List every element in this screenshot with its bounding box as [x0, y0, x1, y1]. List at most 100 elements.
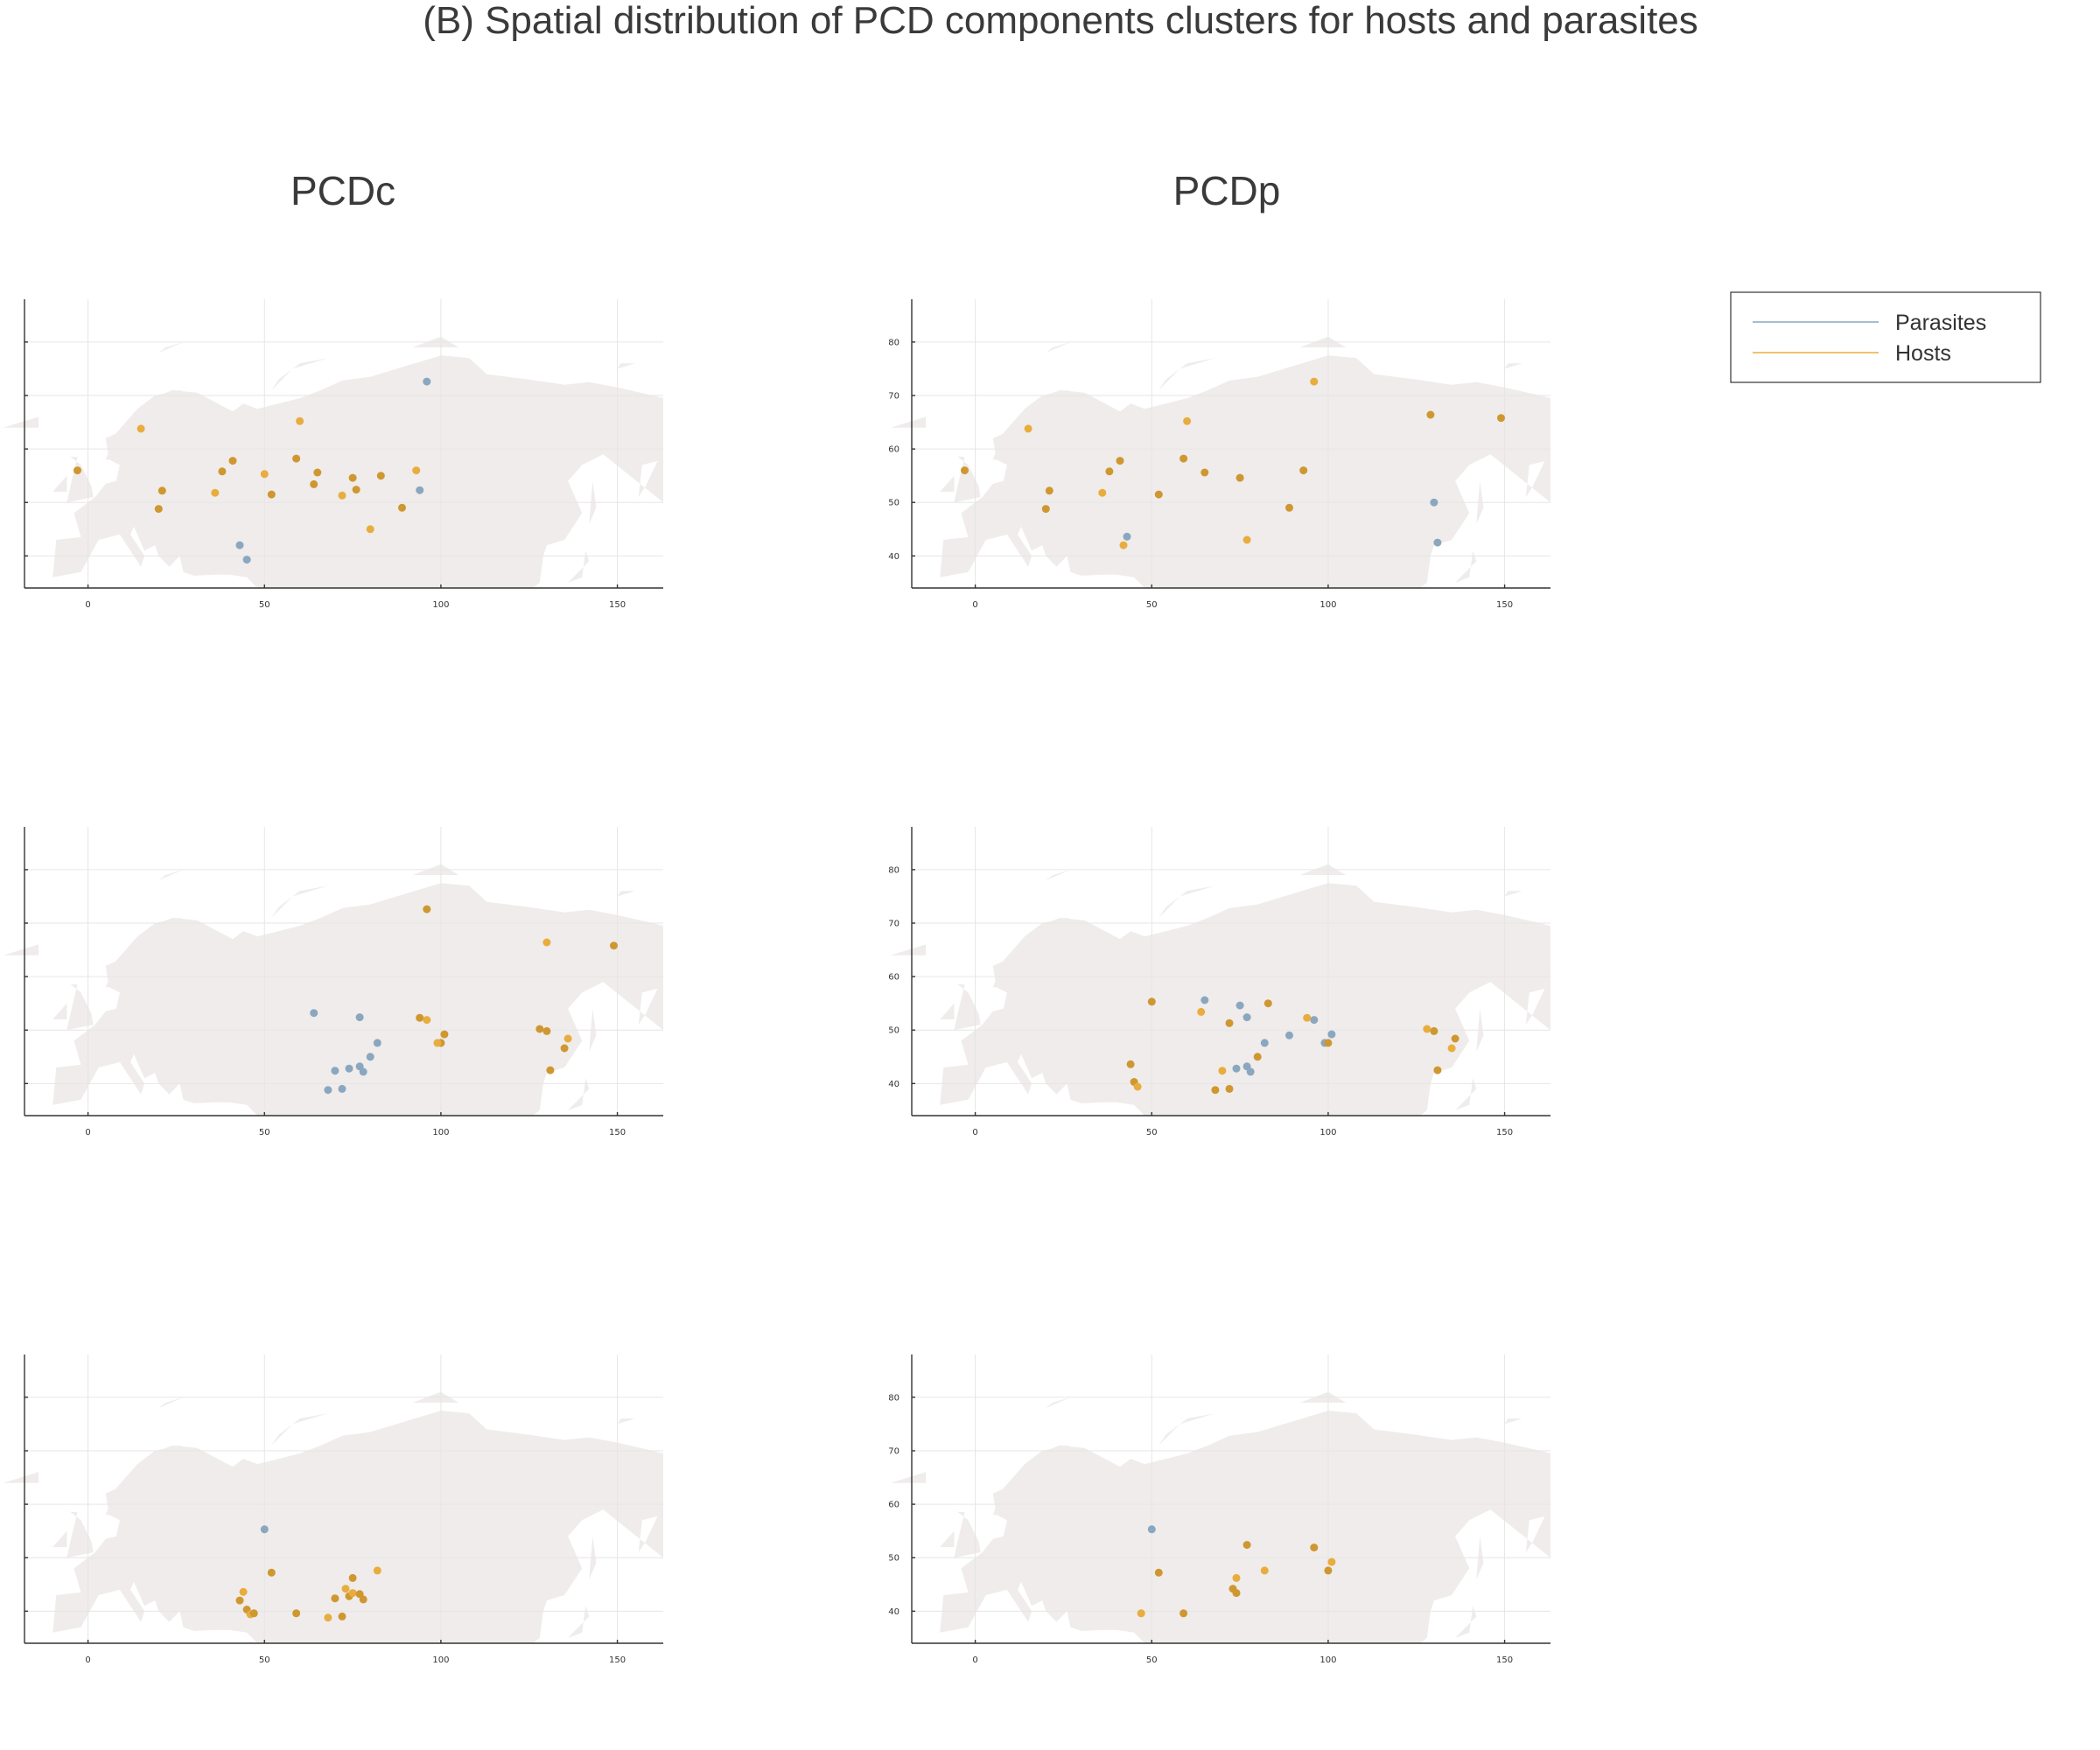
x-tick-label: 0 — [972, 1656, 977, 1665]
parasite-point — [324, 1086, 332, 1095]
land-shape — [554, 1078, 590, 1116]
host-point — [440, 1030, 449, 1039]
land-shape — [954, 456, 981, 503]
host-point — [292, 454, 301, 463]
map-land-pcdc-row1 — [3, 336, 664, 588]
parasite-point — [1236, 1001, 1244, 1010]
land-shape — [158, 869, 184, 881]
host-point — [1218, 1067, 1227, 1075]
host-point — [352, 486, 360, 494]
y-tick-label: 80 — [888, 1393, 900, 1403]
parasite-point — [366, 1053, 374, 1061]
y-tick-label: 50 — [888, 1554, 900, 1564]
host-point — [1126, 1060, 1135, 1068]
host-point — [331, 1594, 340, 1603]
land-shape — [1158, 1413, 1215, 1446]
x-tick-label: 150 — [1496, 1656, 1513, 1665]
parasite-point — [355, 1013, 364, 1022]
host-point — [310, 480, 318, 488]
land-shape — [940, 1410, 1550, 1643]
host-point — [433, 1039, 442, 1047]
host-point — [1045, 486, 1054, 495]
host-point — [1447, 1044, 1456, 1053]
y-tick-label: 50 — [888, 1026, 900, 1036]
parasite-point — [1232, 1064, 1241, 1073]
x-tick-label: 150 — [609, 600, 626, 610]
land-shape — [3, 944, 39, 956]
land-shape — [617, 891, 635, 897]
host-point — [1105, 467, 1114, 476]
parasite-point — [310, 1009, 318, 1018]
host-point — [313, 468, 322, 477]
figure-title: (B) Spatial distribution of PCD componen… — [423, 0, 1698, 42]
map-land-pcdp-row3 — [890, 1391, 1550, 1643]
host-point — [296, 416, 304, 425]
land-shape — [271, 358, 328, 390]
host-point — [211, 488, 220, 497]
land-shape — [52, 1410, 664, 1643]
x-tick-label: 50 — [259, 1656, 270, 1665]
host-point — [1211, 1086, 1220, 1095]
host-point — [536, 1025, 544, 1033]
host-point — [1451, 1034, 1460, 1043]
legend-label-parasites: Parasites — [1895, 311, 1986, 335]
legend: Parasites Hosts — [1730, 291, 2041, 383]
land-shape — [940, 1530, 955, 1547]
panels-group: 0 50 100 150 0 50 100 150 40 50 60 70 80 0 50 100 150 0 50… — [3, 299, 1550, 1665]
host-point — [136, 424, 145, 433]
x-tick-label: 100 — [432, 1656, 449, 1665]
panel-pcdp-row2: 0 50 100 150 40 50 60 70 80 — [888, 827, 1550, 1138]
land-shape — [52, 1003, 67, 1019]
parasite-point — [1147, 1525, 1156, 1534]
x-tick-label: 50 — [259, 1128, 270, 1138]
land-shape — [954, 1511, 981, 1558]
y-tick-label: 80 — [888, 338, 900, 347]
panel-pcdp-row3: 0 50 100 150 40 50 60 70 80 — [888, 1354, 1550, 1665]
land-shape — [1158, 358, 1215, 390]
y-tick-label: 80 — [888, 865, 900, 875]
land-shape — [271, 886, 328, 918]
host-point — [158, 486, 166, 495]
host-point — [1183, 416, 1192, 425]
land-shape — [940, 355, 1550, 588]
host-point — [1310, 377, 1319, 386]
land-shape — [105, 917, 191, 1001]
host-point — [1232, 1589, 1241, 1598]
x-tick-label: 150 — [609, 1656, 626, 1665]
parasite-point — [359, 1068, 368, 1076]
host-point — [542, 1026, 551, 1035]
land-shape — [52, 1530, 67, 1547]
parasite-point — [1327, 1030, 1336, 1039]
land-shape — [890, 416, 927, 428]
host-point — [1264, 999, 1272, 1008]
land-shape — [1504, 363, 1522, 369]
column-title-pcdc: PCDc — [290, 168, 396, 214]
y-tick-label: 60 — [888, 445, 900, 455]
land-shape — [3, 416, 39, 428]
host-point — [412, 466, 421, 475]
host-point — [1154, 1568, 1163, 1577]
host-point — [1098, 488, 1107, 497]
host-point — [74, 466, 81, 475]
host-point — [341, 1585, 350, 1593]
panel-pcdc-row2: 0 50 100 150 — [3, 827, 664, 1138]
land-shape — [617, 363, 635, 369]
x-tick-label: 100 — [432, 600, 449, 610]
parasite-point — [242, 556, 251, 564]
land-shape — [554, 550, 590, 588]
y-tick-label: 70 — [888, 920, 900, 929]
host-point — [564, 1034, 572, 1043]
land-shape — [3, 1472, 39, 1483]
host-point — [1147, 998, 1156, 1006]
x-tick-label: 50 — [1146, 600, 1158, 610]
land-shape — [554, 1606, 590, 1643]
map-land-pcdc-row2 — [3, 864, 664, 1116]
land-shape — [158, 341, 184, 354]
host-point — [373, 1566, 382, 1575]
land-shape — [66, 456, 94, 503]
parasite-point — [1200, 996, 1209, 1004]
host-point — [292, 1609, 301, 1618]
host-point — [961, 466, 969, 475]
parasite-point — [416, 486, 424, 494]
parasite-point — [1260, 1039, 1269, 1047]
